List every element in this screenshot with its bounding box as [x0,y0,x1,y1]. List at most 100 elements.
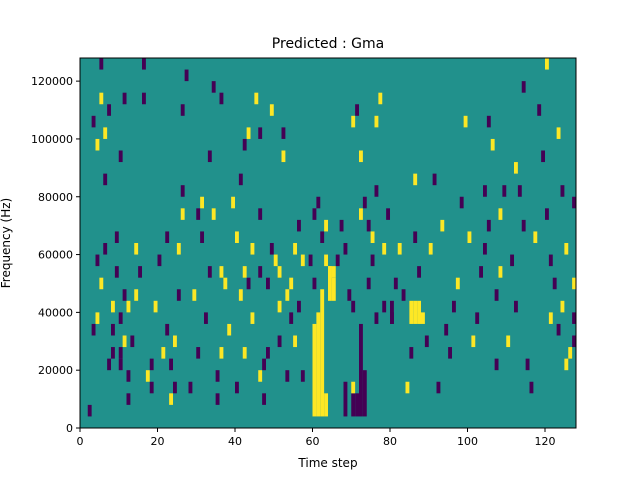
heatmap-cell [126,370,131,382]
heatmap-cell [192,289,197,301]
heatmap-cell [289,277,294,290]
heatmap-band [328,266,332,301]
heatmap-cell [548,254,553,267]
heatmap-cell [266,347,270,359]
heatmap-cell [366,277,371,290]
heatmap-cell [227,323,232,336]
heatmap-cell [479,266,484,278]
y-tick-label: 40000 [38,306,73,319]
heatmap-cell [91,115,96,128]
heatmap-cell [118,358,123,371]
heatmap-cell [173,381,177,394]
heatmap-cell [289,312,294,324]
heatmap-cell [572,312,577,324]
heatmap-cell [223,277,228,290]
heatmap-cell [308,254,313,267]
y-tick-label: 100000 [31,133,73,146]
heatmap-cell [87,404,92,417]
heatmap-cell [114,231,119,243]
heatmap-cell [111,300,115,313]
x-tick-label: 100 [457,435,478,448]
heatmap-cell [331,266,336,278]
heatmap-cell [122,289,127,301]
heatmap-cell [440,219,445,232]
heatmap-cell [560,185,565,197]
heatmap-cell [145,370,150,382]
heatmap-cell [413,231,418,243]
heatmap-cell [382,300,387,313]
heatmap-cell [405,381,410,394]
heatmap-cell [207,150,212,163]
heatmap-cell [355,104,360,116]
heatmap-cell [312,277,317,290]
heatmap-cell [498,266,503,278]
heatmap-cell [444,323,449,336]
heatmap-cell [463,115,468,128]
heatmap-cell [196,208,201,220]
heatmap-cell [281,150,286,163]
heatmap-cell [169,358,174,371]
heatmap-cell [452,300,456,313]
heatmap-cell [250,243,255,255]
x-tick-label: 20 [151,435,165,448]
heatmap-cell [107,358,112,371]
heatmap-cell [149,381,154,394]
heatmap-cell [277,300,282,313]
heatmap-cell [204,312,208,324]
heatmap-background [80,58,576,428]
heatmap-band [390,300,394,324]
heatmap-cell [514,162,518,174]
heatmap-cell [386,208,391,220]
heatmap-cell [188,381,193,394]
heatmap-cell [258,266,263,278]
heatmap-cell [548,312,553,324]
heatmap-cell [99,92,104,105]
heatmap-cell [118,347,123,359]
heatmap-cell [235,231,239,243]
heatmap-cell [293,335,298,348]
heatmap-cell [564,358,569,371]
heatmap-cell [235,381,239,394]
heatmap-cell [277,266,282,278]
heatmap-cell [300,254,305,267]
heatmap-cell [401,289,406,301]
x-tick-label: 120 [535,435,556,448]
heatmap-cell [285,370,290,382]
heatmap-cell [161,347,166,359]
heatmap-cell [95,138,100,151]
heatmap-cell [359,208,363,220]
heatmap-cell [370,254,375,267]
heatmap-cell [339,219,344,232]
heatmap-cell [103,243,108,255]
heatmap-band [351,393,356,417]
heatmap-cell [533,231,538,243]
heatmap-cell [165,231,170,243]
heatmap-cell [498,208,503,220]
heatmap-cell [107,104,112,116]
heatmap-cell [436,381,441,394]
heatmap-cell [421,312,425,324]
heatmap-cell [262,358,267,371]
heatmap-cell [266,277,270,290]
heatmap-cell [514,300,518,313]
heatmap-cell [521,219,526,232]
heatmap-cell [572,277,577,290]
heatmap-cell [246,127,251,139]
heatmap-cell [231,196,236,209]
heatmap-cell [95,312,100,324]
heatmap-cell [207,266,212,278]
heatmap-cell [393,277,398,290]
heatmap-cell [475,312,480,324]
chart-title: Predicted : Gma [272,36,384,52]
y-tick-label: 80000 [38,191,73,204]
heatmap-cell [560,300,565,313]
heatmap-cell [374,312,379,324]
heatmap-band [359,323,363,417]
heatmap-cell [483,243,487,255]
y-axis-label: Frequency (Hz) [0,198,13,289]
heatmap-cell [494,358,499,371]
heatmap-cell [351,300,356,313]
heatmap-cell [397,243,402,255]
heatmap-cell [111,323,115,336]
heatmap-cell [238,289,243,301]
